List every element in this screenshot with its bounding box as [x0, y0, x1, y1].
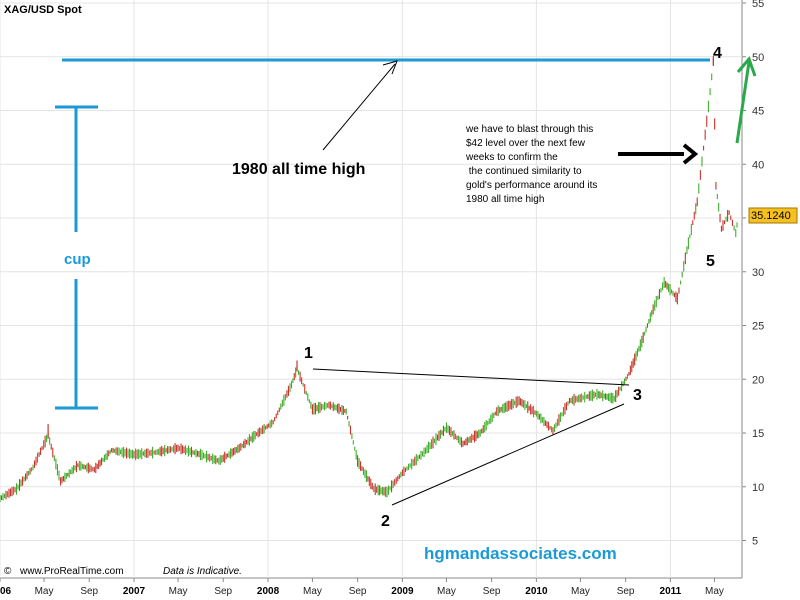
x-tick-label: 2009 [391, 586, 414, 597]
wave-label-5: 5 [706, 253, 715, 270]
price-tag-value: 35.1240 [751, 210, 791, 222]
disclaimer-label: Data is Indicative. [163, 566, 242, 577]
x-tick-label: May [571, 586, 590, 597]
upper-trendline [312, 368, 630, 386]
note-line: $42 level over the next few [466, 138, 586, 149]
x-tick-label: Sep [214, 586, 232, 597]
x-tick-label: 2008 [257, 586, 280, 597]
y-tick-label: 30 [752, 267, 764, 279]
note-line: 1980 all time high [466, 194, 544, 205]
wave-label-4: 4 [713, 45, 722, 62]
website-label: hgmandassociates.com [424, 544, 617, 563]
x-tick-label: Sep [617, 586, 635, 597]
note-line: weeks to confirm the [465, 152, 558, 163]
y-tick-label: 25 [752, 321, 764, 333]
y-tick-label: 15 [752, 428, 764, 440]
ath-label: 1980 all time high [232, 161, 365, 178]
wave-label-3: 3 [633, 387, 642, 404]
ath-pointer-line [322, 63, 396, 151]
x-tick-label: 2011 [660, 586, 682, 597]
ath-pointer-arrowhead [382, 60, 398, 75]
copyright-icon: © [4, 566, 12, 577]
x-tick-label: May [303, 586, 322, 597]
y-tick-label: 10 [752, 482, 764, 494]
x-tick-label: Sep [349, 586, 367, 597]
price-series [0, 56, 738, 503]
source-label: www.ProRealTime.com [19, 566, 124, 577]
x-tick-label: May [437, 586, 456, 597]
x-tick-label: May [705, 586, 724, 597]
note-line: the continued similarity to [466, 166, 582, 177]
y-tick-label: 45 [752, 106, 764, 118]
x-tick-label: 2010 [525, 586, 548, 597]
wave-label-2: 2 [381, 513, 390, 530]
chart-title: XAG/USD Spot [4, 4, 82, 16]
x-axis-ticks: 2006 May Sep 2007 May Sep 2008 May Sep 2009 May Sep… [0, 578, 724, 597]
black-arrow-head [682, 143, 699, 165]
x-tick-label: 2006 [0, 586, 12, 597]
x-tick-label: Sep [80, 586, 98, 597]
wave-label-1: 1 [304, 345, 313, 362]
y-axis-ticks: 510152025303540455055 [742, 0, 764, 548]
y-tick-label: 5 [752, 536, 758, 548]
y-tick-label: 55 [752, 0, 764, 10]
x-tick-label: May [35, 586, 54, 597]
x-tick-label: May [169, 586, 188, 597]
green-arrow-shaft [735, 61, 751, 144]
note-line: gold's performance around its [466, 180, 597, 191]
x-tick-label: Sep [483, 586, 501, 597]
lower-trendline [391, 403, 625, 506]
price-tag-box [748, 207, 798, 224]
y-tick-label: 40 [752, 159, 764, 171]
y-tick-label: 20 [752, 374, 764, 386]
commentary-note: we have to blast through this $42 level … [465, 124, 597, 205]
x-tick-label: 2007 [123, 586, 146, 597]
last-price-tag: 35.1240 [748, 207, 798, 224]
cup-label: cup [64, 251, 91, 268]
y-tick-label: 50 [752, 52, 764, 64]
green-arrow-head [736, 56, 757, 77]
note-line: we have to blast through this [465, 124, 593, 135]
